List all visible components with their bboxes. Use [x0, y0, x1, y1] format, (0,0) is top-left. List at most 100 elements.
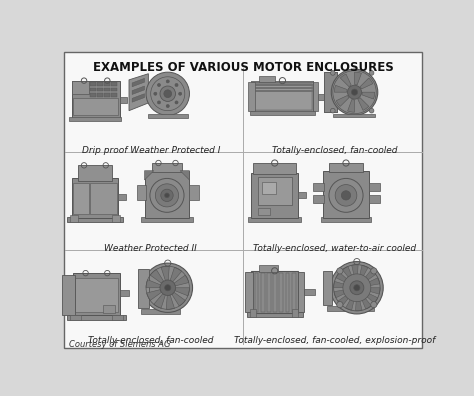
- Bar: [251, 85, 313, 86]
- Wedge shape: [360, 78, 373, 89]
- Bar: [73, 273, 120, 316]
- Circle shape: [150, 179, 184, 212]
- Bar: [251, 87, 313, 88]
- Bar: [67, 315, 126, 320]
- Bar: [250, 309, 256, 317]
- Wedge shape: [342, 267, 354, 282]
- Wedge shape: [334, 282, 349, 288]
- Bar: [255, 273, 258, 312]
- Circle shape: [155, 184, 179, 207]
- Bar: [313, 195, 324, 203]
- Bar: [251, 82, 313, 83]
- Polygon shape: [129, 74, 148, 110]
- Circle shape: [157, 101, 161, 104]
- Wedge shape: [364, 278, 380, 286]
- Bar: [247, 312, 302, 317]
- Bar: [90, 93, 96, 97]
- Bar: [251, 84, 313, 85]
- Bar: [78, 165, 112, 181]
- Bar: [141, 309, 180, 314]
- Bar: [248, 82, 255, 111]
- Wedge shape: [334, 289, 350, 298]
- Circle shape: [369, 70, 374, 75]
- Bar: [137, 185, 146, 200]
- Bar: [90, 183, 117, 214]
- Text: EXAMPLES OF VARIOUS MOTOR ENCLOSURES: EXAMPLES OF VARIOUS MOTOR ENCLOSURES: [92, 61, 393, 74]
- Bar: [285, 273, 290, 312]
- Bar: [112, 315, 123, 320]
- Bar: [250, 111, 315, 115]
- Circle shape: [351, 89, 357, 95]
- Circle shape: [146, 72, 190, 115]
- Bar: [304, 289, 315, 295]
- Bar: [298, 192, 306, 198]
- Circle shape: [160, 86, 175, 101]
- Bar: [321, 217, 371, 221]
- Wedge shape: [356, 295, 362, 311]
- Wedge shape: [355, 72, 361, 85]
- Bar: [248, 217, 301, 221]
- Polygon shape: [145, 171, 154, 180]
- Bar: [251, 271, 298, 313]
- Wedge shape: [150, 269, 164, 283]
- Bar: [118, 194, 126, 200]
- Bar: [70, 215, 78, 222]
- Circle shape: [371, 268, 377, 274]
- Text: Totally-enclosed, fan-cooled, explosion-proof: Totally-enclosed, fan-cooled, explosion-…: [234, 336, 435, 345]
- Bar: [329, 163, 363, 172]
- Bar: [292, 273, 296, 312]
- Circle shape: [164, 90, 172, 97]
- Bar: [97, 93, 103, 97]
- Wedge shape: [347, 99, 355, 112]
- Wedge shape: [363, 291, 378, 303]
- Bar: [63, 275, 75, 315]
- Text: Totally-enclosed, fan-cooled: Totally-enclosed, fan-cooled: [88, 336, 213, 345]
- Bar: [73, 97, 118, 114]
- Bar: [251, 81, 313, 82]
- Bar: [251, 90, 313, 91]
- Polygon shape: [180, 171, 190, 180]
- Bar: [245, 272, 253, 312]
- Bar: [267, 273, 271, 312]
- Wedge shape: [170, 267, 182, 282]
- Bar: [323, 271, 332, 305]
- Bar: [69, 117, 121, 122]
- Bar: [97, 82, 103, 86]
- Bar: [70, 315, 81, 320]
- Circle shape: [143, 263, 192, 312]
- Wedge shape: [166, 295, 174, 309]
- Polygon shape: [132, 94, 145, 102]
- Bar: [72, 81, 120, 119]
- Wedge shape: [340, 74, 351, 87]
- Bar: [90, 82, 96, 86]
- Bar: [328, 306, 374, 311]
- Bar: [67, 217, 123, 222]
- Circle shape: [331, 69, 378, 115]
- Bar: [138, 269, 149, 308]
- Bar: [313, 82, 318, 111]
- Circle shape: [343, 274, 371, 302]
- Wedge shape: [358, 265, 368, 281]
- Circle shape: [166, 105, 169, 108]
- Bar: [73, 183, 89, 214]
- Bar: [262, 181, 276, 194]
- Bar: [292, 309, 298, 317]
- Bar: [152, 163, 182, 172]
- Circle shape: [341, 191, 351, 200]
- Bar: [90, 88, 96, 91]
- Bar: [333, 114, 374, 117]
- Text: Totally-enclosed, water-to-air cooled: Totally-enclosed, water-to-air cooled: [253, 244, 416, 253]
- Bar: [72, 81, 89, 95]
- Bar: [323, 171, 369, 219]
- Bar: [103, 305, 115, 313]
- Circle shape: [330, 70, 335, 75]
- Polygon shape: [324, 72, 337, 112]
- Wedge shape: [146, 280, 161, 288]
- Circle shape: [161, 189, 173, 202]
- Bar: [251, 91, 313, 92]
- Circle shape: [347, 85, 362, 99]
- Wedge shape: [346, 295, 355, 310]
- Bar: [369, 195, 380, 203]
- Bar: [120, 97, 128, 103]
- Circle shape: [371, 302, 377, 308]
